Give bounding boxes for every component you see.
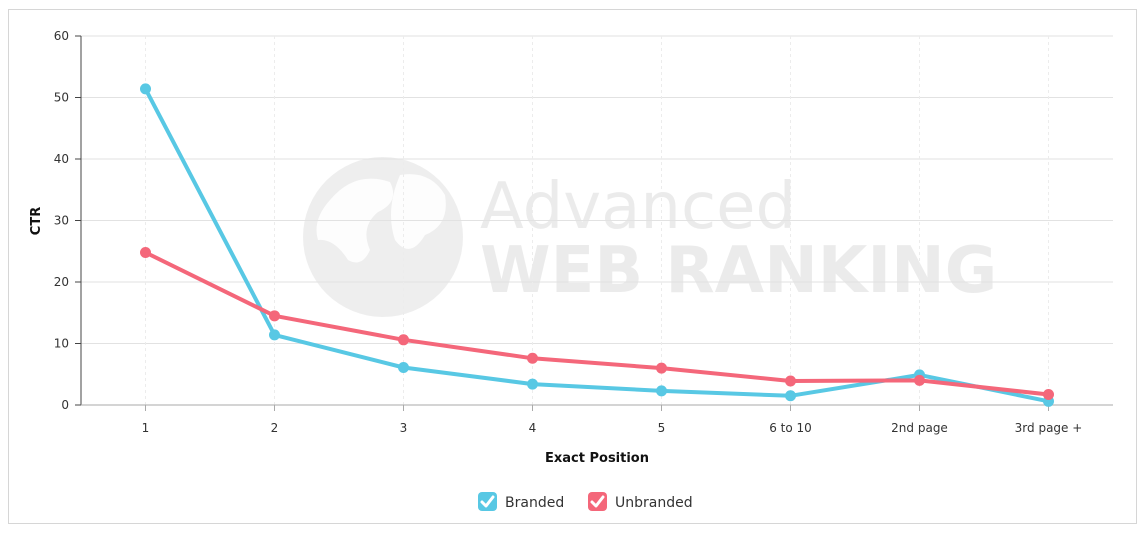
y-tick-label: 20 (54, 275, 69, 289)
data-point-branded[interactable] (785, 390, 796, 402)
x-tick-label: 1 (142, 421, 150, 435)
data-point-unbranded[interactable] (527, 352, 538, 364)
legend-item-unbranded[interactable]: Unbranded (588, 492, 693, 511)
x-axis-title: Exact Position (545, 451, 649, 466)
x-tick-label: 3 (400, 421, 408, 435)
data-point-branded[interactable] (140, 83, 151, 95)
y-tick-label: 30 (54, 214, 69, 228)
watermark-line-1: Advanced (480, 170, 796, 244)
series-line-branded (143, 86, 1051, 404)
data-point-unbranded[interactable] (656, 362, 667, 374)
data-point-branded[interactable] (398, 361, 409, 373)
axes: 0 10 20 30 40 50 60 1 2 3 4 5 6 to 10 2nd page 3rd pag… (54, 29, 1113, 435)
y-tick-label: 40 (54, 152, 69, 166)
data-point-unbranded[interactable] (269, 310, 280, 322)
series-layer (140, 83, 1054, 407)
watermark-line-2: WEB RANKING (480, 234, 997, 308)
y-tick-label: 0 (61, 398, 69, 412)
series-branded (140, 83, 1054, 407)
data-point-unbranded[interactable] (1043, 389, 1054, 401)
data-point-branded[interactable] (656, 385, 667, 397)
y-tick-label: 10 (54, 337, 69, 351)
data-point-unbranded[interactable] (785, 375, 796, 387)
watermark-logo: Advanced WEB RANKING (303, 157, 997, 317)
data-point-unbranded[interactable] (914, 374, 925, 386)
x-tick-label: 2nd page (891, 421, 948, 435)
grid-lines (81, 35, 1113, 405)
series-unbranded (140, 246, 1054, 401)
x-tick-label: 3rd page + (1015, 421, 1083, 435)
x-tick-label: 4 (529, 421, 537, 435)
series-line-unbranded (143, 250, 1051, 397)
y-axis-title: CTR (29, 207, 44, 235)
chart-frame (8, 9, 1137, 524)
data-point-unbranded[interactable] (398, 334, 409, 346)
x-tick-label: 6 to 10 (769, 421, 812, 435)
legend-label: Unbranded (615, 495, 693, 511)
data-point-branded[interactable] (269, 329, 280, 341)
data-point-unbranded[interactable] (140, 246, 151, 258)
legend-label: Branded (505, 495, 564, 511)
check-icon (590, 495, 605, 508)
data-point-branded[interactable] (527, 378, 538, 390)
x-tick-label: 5 (658, 421, 666, 435)
x-tick-label: 2 (271, 421, 279, 435)
globe-icon (303, 157, 463, 317)
check-icon (480, 495, 495, 508)
legend: Branded Unbranded (478, 492, 693, 511)
y-tick-label: 50 (54, 91, 69, 105)
y-tick-label: 60 (54, 29, 69, 43)
legend-item-branded[interactable]: Branded (478, 492, 564, 511)
